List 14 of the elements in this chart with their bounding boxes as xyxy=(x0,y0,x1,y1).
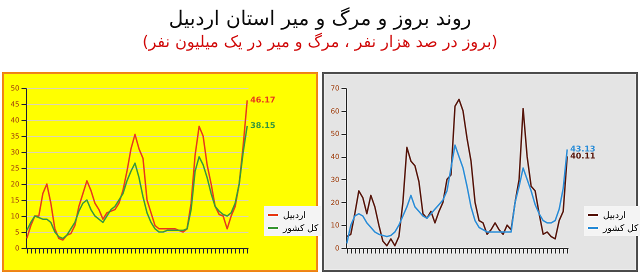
line-series xyxy=(346,98,568,246)
data-label: 43.13 xyxy=(570,144,596,154)
line-series xyxy=(346,144,568,244)
legend-label: کل کشور xyxy=(282,224,319,234)
text: روند بروز و مرگ و میر استان اردبیل xyxy=(168,5,472,30)
data-label: 46.17 xyxy=(250,95,276,104)
line-series xyxy=(26,100,248,241)
data-label: 38.15 xyxy=(250,120,276,130)
text: (بروز در صد هزار نفر ، مرگ و میر در یک میلیون نفر) xyxy=(141,31,499,51)
line-series xyxy=(26,125,248,240)
legend-label: کل کشور xyxy=(602,224,639,234)
data-label: 40.11 xyxy=(570,151,596,160)
legend-label: اردبیل xyxy=(603,211,626,221)
legend-label: اردبیل xyxy=(283,211,306,221)
